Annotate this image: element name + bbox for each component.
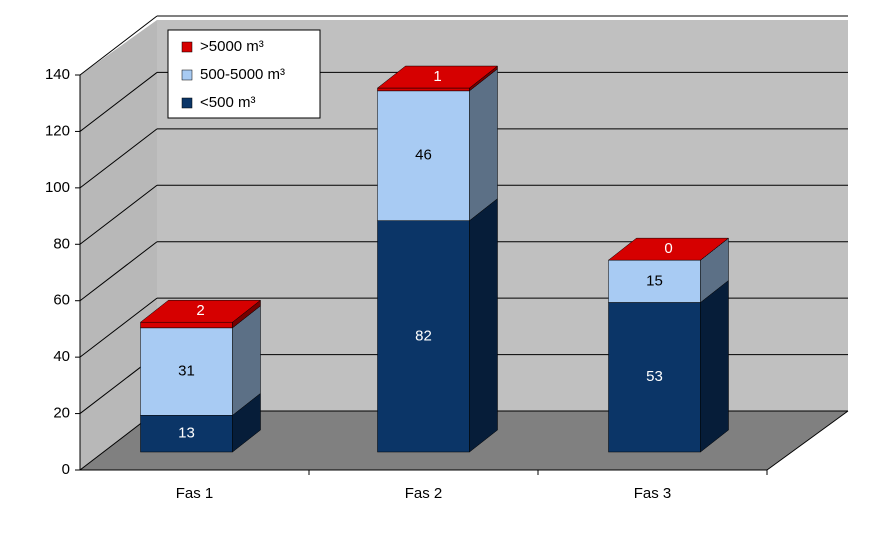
legend bbox=[167, 29, 321, 119]
y-tick-label: 140 bbox=[45, 66, 70, 83]
bar-top bbox=[376, 65, 499, 89]
bar-segment bbox=[140, 327, 233, 416]
x-tick-label: Fas 1 bbox=[176, 485, 214, 502]
bar-segment bbox=[377, 220, 470, 453]
y-tick-label: 0 bbox=[62, 461, 70, 478]
grid-line bbox=[79, 184, 158, 245]
data-label: 31 bbox=[178, 363, 195, 380]
y-tick-label: 40 bbox=[53, 348, 70, 365]
data-label: 0 bbox=[664, 240, 672, 257]
legend-label: 500-5000 m³ bbox=[200, 66, 285, 83]
bar-segment bbox=[377, 87, 470, 92]
y-tick-label: 80 bbox=[53, 235, 70, 252]
bar-side bbox=[469, 198, 498, 453]
bar-segment bbox=[377, 90, 470, 221]
bar-top bbox=[139, 299, 262, 323]
bar-segment bbox=[608, 259, 701, 303]
bars: Fas 1 13 31 2 Fas 2 82 46 1 Fas 3 53 150 bbox=[139, 65, 730, 502]
data-label: 1 bbox=[433, 68, 441, 85]
data-label: 13 bbox=[178, 425, 195, 442]
data-label: 82 bbox=[415, 327, 432, 344]
legend-swatch bbox=[181, 69, 193, 81]
legend-label: <500 m³ bbox=[200, 94, 255, 111]
grid-line bbox=[79, 72, 158, 132]
floor-edge bbox=[766, 410, 849, 471]
x-tick-label: Fas 2 bbox=[405, 485, 443, 502]
legend-label: >5000 m³ bbox=[200, 38, 264, 55]
grid-line bbox=[79, 297, 158, 358]
side-wall bbox=[80, 20, 157, 470]
bar-segment bbox=[140, 415, 233, 453]
grid-line bbox=[79, 15, 158, 76]
legend-swatch bbox=[181, 97, 193, 109]
legend-items: >5000 m³ 500-5000 m³ <500 m³ bbox=[181, 38, 285, 111]
grid-line bbox=[79, 128, 158, 189]
bar-segment bbox=[608, 302, 701, 453]
bar-top bbox=[607, 237, 730, 261]
legend-swatch bbox=[181, 41, 193, 53]
bar-side bbox=[469, 68, 498, 222]
y-tick-label: 120 bbox=[45, 122, 70, 139]
bar-side bbox=[700, 279, 729, 453]
x-tick-label: Fas 3 bbox=[634, 485, 672, 502]
grid-line bbox=[79, 241, 158, 302]
data-label: 15 bbox=[646, 272, 663, 289]
data-label: 2 bbox=[196, 302, 204, 319]
y-tick-label: 60 bbox=[53, 292, 70, 309]
data-label: 46 bbox=[415, 147, 432, 164]
y-tick-label: 20 bbox=[53, 405, 70, 422]
y-tick-label: 100 bbox=[45, 179, 70, 196]
bar-segment bbox=[140, 321, 233, 329]
data-label: 53 bbox=[646, 368, 663, 385]
